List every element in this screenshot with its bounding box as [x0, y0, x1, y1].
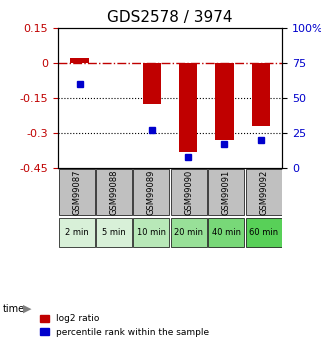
Text: 10 min: 10 min [137, 228, 166, 237]
FancyBboxPatch shape [134, 218, 169, 247]
Text: GSM99089: GSM99089 [147, 169, 156, 215]
Text: 2 min: 2 min [65, 228, 88, 237]
FancyBboxPatch shape [208, 218, 244, 247]
FancyBboxPatch shape [246, 169, 282, 215]
Bar [215, 63, 234, 140]
FancyBboxPatch shape [58, 169, 94, 215]
Text: 40 min: 40 min [212, 228, 241, 237]
Legend: log2 ratio, percentile rank within the sample: log2 ratio, percentile rank within the s… [37, 311, 213, 341]
Title: GDS2578 / 3974: GDS2578 / 3974 [108, 10, 233, 25]
Text: GSM99091: GSM99091 [222, 170, 231, 215]
FancyBboxPatch shape [171, 218, 207, 247]
Text: time: time [3, 304, 25, 314]
FancyBboxPatch shape [171, 169, 207, 215]
Bar [252, 63, 270, 126]
FancyBboxPatch shape [96, 169, 132, 215]
Text: 5 min: 5 min [102, 228, 126, 237]
FancyBboxPatch shape [96, 218, 132, 247]
Text: GSM99087: GSM99087 [72, 169, 81, 215]
Bar [143, 63, 161, 104]
Text: 60 min: 60 min [249, 228, 278, 237]
FancyBboxPatch shape [134, 169, 169, 215]
Text: GSM99090: GSM99090 [184, 170, 193, 215]
Text: 20 min: 20 min [174, 228, 204, 237]
Bar [71, 58, 89, 63]
FancyBboxPatch shape [246, 218, 282, 247]
FancyBboxPatch shape [208, 169, 244, 215]
FancyBboxPatch shape [58, 218, 94, 247]
Text: ▶: ▶ [22, 304, 31, 314]
Text: GSM99092: GSM99092 [259, 170, 268, 215]
Bar [179, 63, 197, 152]
Text: GSM99088: GSM99088 [109, 169, 118, 215]
